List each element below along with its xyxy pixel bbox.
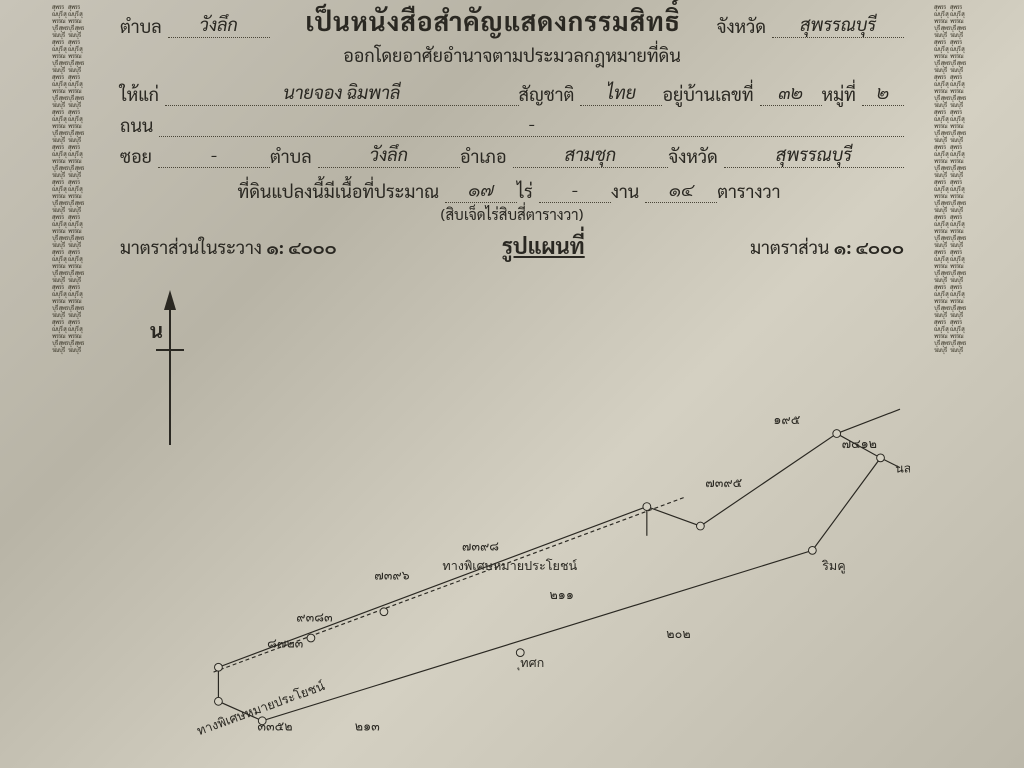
province2-value: สุพรรณบุรี	[724, 143, 904, 168]
svg-text:๒๐๒: ๒๐๒	[666, 627, 690, 641]
nationality-label: สัญชาติ	[519, 83, 575, 106]
tambon-value: วังลึก	[168, 13, 270, 38]
land-parcel-map: ๒๑๑๒๐๒๒๑๓ ๑๙๕นส.๓ริมคูุทศก ทางพิเศษหมายประ…	[150, 380, 910, 750]
parcel-outline	[218, 434, 880, 721]
area-clarify: (สิบเจ็ดไร่สิบสี่ตารางวา)	[120, 205, 904, 224]
svg-text:๒๑๑: ๒๑๑	[549, 588, 573, 602]
house-no-label: อยู่บ้านเลขที่	[662, 83, 753, 106]
area-row: ที่ดินแปลงนี้มีเนื้อที่ประมาณ ๑๗ ไร่ - ง…	[120, 178, 904, 203]
owner-row-1: ให้แก่ นายจอง ฉิมพาลี สัญชาติ ไทย อยู่บ้…	[120, 81, 904, 106]
svg-text:๘๗๒๓: ๘๗๒๓	[267, 637, 304, 651]
owner-row-3: ซอย - ตำบล วังลึก อำเภอ สามชุก จังหวัด ส…	[120, 143, 904, 168]
province2-label: จังหวัด	[668, 145, 718, 168]
map-title: รูปแผนที่	[502, 232, 585, 260]
province-label: จังหวัด	[717, 15, 767, 38]
rai-label: ไร่	[517, 180, 533, 203]
wa-value: ๑๔	[645, 178, 717, 203]
scale-row: มาตราส่วนในระวาง ๑: ๔๐๐๐ รูปแผนที่ มาตรา…	[120, 232, 904, 260]
soi-label: ซอย	[120, 145, 152, 168]
moo-value: ๒	[862, 81, 904, 106]
wa-label: ตารางวา	[717, 180, 780, 203]
header-row: ตำบล วังลึก เป็นหนังสือสำคัญแสดงกรรมสิทธ…	[120, 4, 904, 38]
map-labels: ๒๑๑๒๐๒๒๑๓ ๑๙๕นส.๓ริมคูุทศก ทางพิเศษหมายประ…	[195, 413, 910, 738]
owner-name: นายจอง ฉิมพาลี	[165, 81, 518, 106]
svg-text:๗๓๙๖: ๗๓๙๖	[374, 569, 409, 583]
svg-text:๗๓๙๘: ๗๓๙๘	[462, 539, 499, 553]
svg-text:๗๓๙๕: ๗๓๙๕	[705, 476, 742, 490]
house-no-value: ๓๒	[760, 81, 822, 106]
svg-text:๒๑๓: ๒๑๓	[355, 720, 380, 734]
svg-text:นส.๓: นส.๓	[895, 462, 910, 476]
decorative-border-right: สุพรรณบุรี สุพรรณบุรี สุพรรณบุรี สุพรรณบ…	[934, 0, 972, 768]
svg-text:น: น	[150, 317, 163, 343]
moo-label: หมู่ที่	[822, 83, 856, 106]
svg-text:๑๙๕: ๑๙๕	[773, 413, 800, 427]
province-value: สุพรรณบุรี	[772, 13, 904, 38]
road-label: ถนน	[120, 114, 153, 137]
tambon2-value: วังลึก	[318, 143, 460, 168]
svg-text:๗๔๑๒: ๗๔๑๒	[842, 437, 877, 451]
svg-text:๓๓๕๒: ๓๓๕๒	[257, 720, 292, 734]
tambon2-label: ตำบล	[270, 145, 312, 168]
svg-text:ริมคู: ริมคู	[822, 559, 846, 574]
svg-text:ทางพิเศษหมายประโยชน์: ทางพิเศษหมายประโยชน์	[442, 558, 577, 573]
scale-left: มาตราส่วนในระวาง ๑: ๔๐๐๐	[120, 236, 337, 259]
svg-text:๙๓๘๓: ๙๓๘๓	[296, 610, 333, 624]
document-content: ตำบล วังลึก เป็นหนังสือสำคัญแสดงกรรมสิทธ…	[100, 0, 924, 260]
scale-right: มาตราส่วน ๑: ๔๐๐๐	[750, 236, 904, 259]
nationality-value: ไทย	[580, 81, 662, 106]
tambon-label: ตำบล	[120, 15, 162, 38]
ngan-value: -	[539, 178, 611, 203]
ngan-label: งาน	[611, 180, 639, 203]
document-title: เป็นหนังสือสำคัญแสดงกรรมสิทธิ์	[270, 4, 717, 38]
document-subtitle: ออกโดยอาศัยอำนาจตามประมวลกฎหมายที่ดิน	[120, 44, 904, 67]
area-prefix: ที่ดินแปลงนี้มีเนื้อที่ประมาณ	[238, 180, 440, 203]
amphoe-label: อำเภอ	[460, 145, 507, 168]
rai-value: ๑๗	[445, 178, 517, 203]
amphoe-value: สามชุก	[513, 143, 669, 168]
road-value: -	[159, 112, 904, 137]
svg-text:ุทศก: ุทศก	[517, 656, 544, 671]
soi-value: -	[158, 143, 270, 168]
decorative-border-left: สุพรรณบุรี สุพรรณบุรี สุพรรณบุรี สุพรรณบ…	[52, 0, 90, 768]
issued-to-label: ให้แก่	[120, 83, 159, 106]
owner-row-2: ถนน -	[120, 112, 904, 137]
